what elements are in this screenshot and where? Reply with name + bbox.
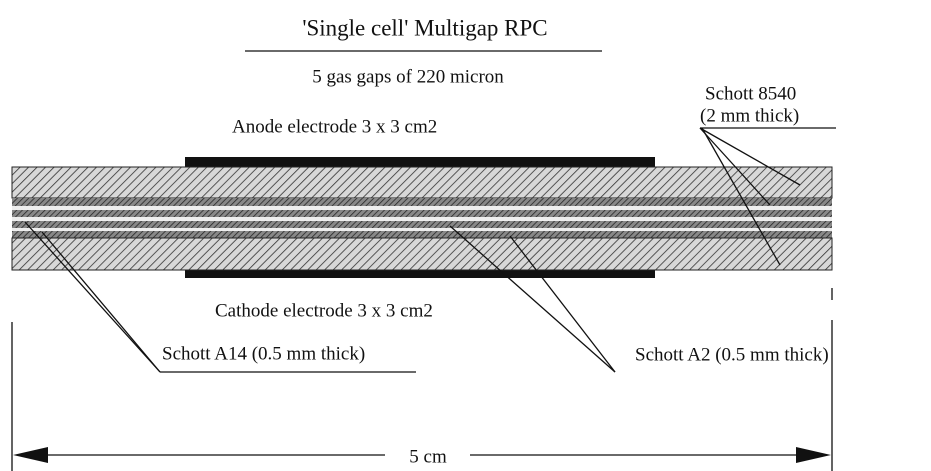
anode-label: Anode electrode 3 x 3 cm2 <box>232 116 437 137</box>
leader <box>449 225 616 373</box>
leader <box>41 231 161 373</box>
thin-glass <box>12 221 832 228</box>
subtitle: 5 gas gaps of 220 micron <box>312 66 504 87</box>
width-label: 5 cm <box>409 446 447 467</box>
arrow-head <box>796 447 831 463</box>
gas-gap <box>12 217 832 221</box>
schott-a14-label: Schott A14 (0.5 mm thick) <box>162 343 365 364</box>
thick-glass <box>11 237 833 271</box>
arrow-head <box>13 447 48 463</box>
thin-glass <box>12 210 832 217</box>
thin-glass <box>12 198 832 206</box>
leader <box>701 127 781 266</box>
thick-glass <box>11 166 833 199</box>
leader <box>699 127 801 186</box>
title: 'Single cell' Multigap RPC <box>302 15 547 40</box>
leader <box>24 221 161 373</box>
gas-gap <box>12 228 832 231</box>
leader <box>699 127 771 206</box>
thin-glass <box>12 231 832 238</box>
anode-electrode <box>185 157 655 167</box>
gas-gap <box>12 206 832 210</box>
leader <box>509 235 616 373</box>
schott-8540-label: Schott 8540 <box>705 83 796 104</box>
schott-8540-thickness: (2 mm thick) <box>700 105 799 126</box>
cathode-electrode <box>185 270 655 278</box>
cathode-label: Cathode electrode 3 x 3 cm2 <box>215 300 433 321</box>
schott-a2-label: Schott A2 (0.5 mm thick) <box>635 344 829 365</box>
